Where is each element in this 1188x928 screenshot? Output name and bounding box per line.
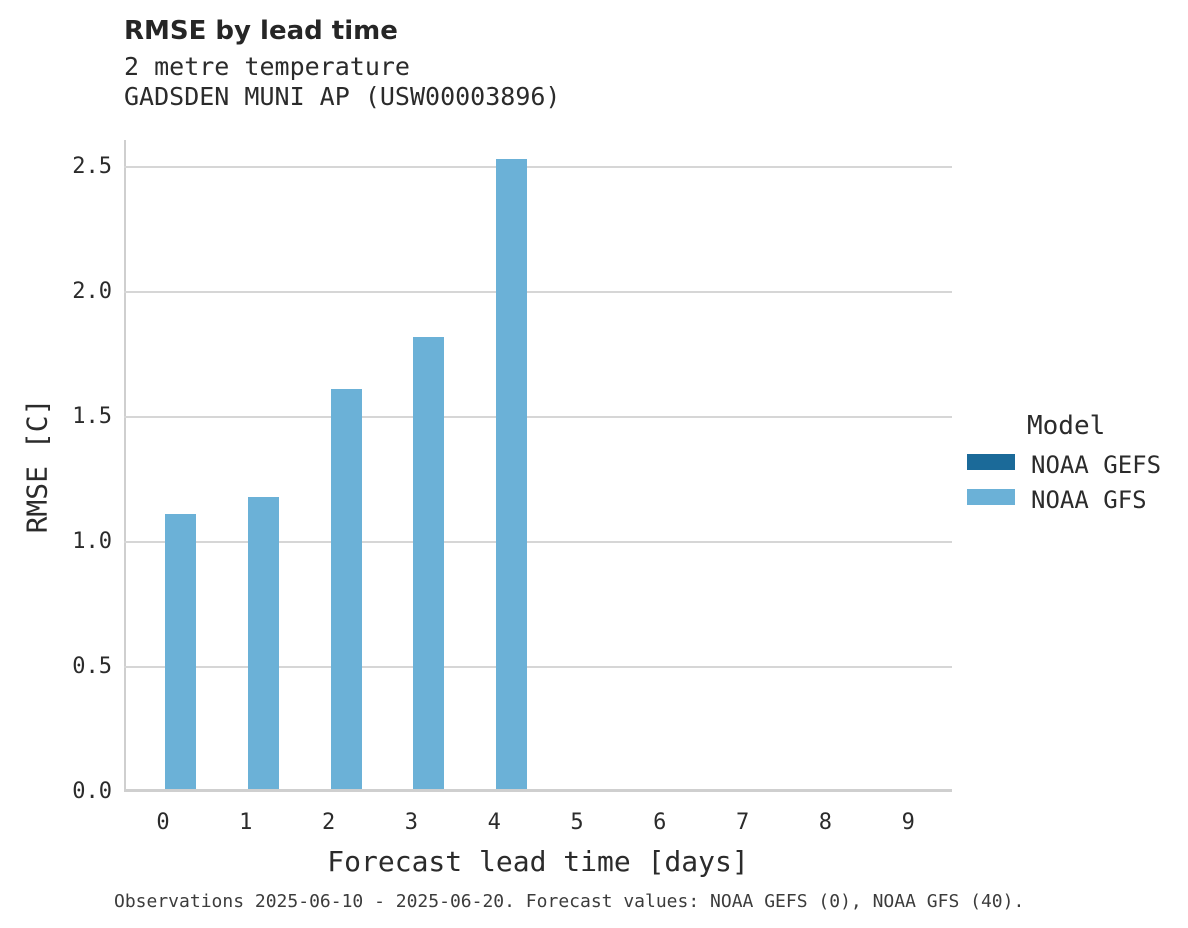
- legend-swatch-noaa-gefs: [967, 454, 1015, 470]
- chart-title: RMSE by lead time: [124, 16, 398, 46]
- bar-noaa-gfs-lead-2: [330, 389, 362, 789]
- gridline-y-1.0: [124, 541, 952, 543]
- legend-title: Model: [1027, 411, 1106, 441]
- chart-subtitle-line2: GADSDEN MUNI AP (USW00003896): [124, 82, 561, 111]
- gridline-y-2.0: [124, 291, 952, 293]
- y-tick-label-1.5: 1.5: [72, 404, 112, 429]
- y-axis-title: RMSE [C]: [20, 398, 54, 534]
- x-tick-label-9: 9: [901, 810, 915, 835]
- legend-swatch-noaa-gfs: [967, 489, 1015, 505]
- bar-noaa-gfs-lead-0: [165, 514, 196, 789]
- x-axis-line: [124, 789, 952, 792]
- legend-label-noaa-gfs: NOAA GFS: [1031, 486, 1147, 514]
- bar-noaa-gfs-lead-1: [247, 496, 279, 789]
- x-axis-title: Forecast lead time [days]: [327, 845, 749, 878]
- bar-noaa-gfs-lead-3: [413, 336, 445, 789]
- x-tick-label-0: 0: [156, 810, 170, 835]
- x-tick-label-5: 5: [570, 810, 584, 835]
- x-tick-label-2: 2: [321, 810, 336, 835]
- x-tick-label-1: 1: [239, 810, 253, 835]
- y-tick-label-2.0: 2.0: [72, 279, 112, 304]
- y-tick-label-2.5: 2.5: [72, 154, 112, 179]
- plot-area: [124, 140, 952, 792]
- y-tick-label-0.5: 0.5: [72, 654, 112, 679]
- x-tick-label-3: 3: [404, 810, 419, 835]
- bar-noaa-gfs-lead-4: [496, 159, 528, 789]
- y-tick-label-1.0: 1.0: [72, 529, 112, 554]
- x-tick-label-8: 8: [818, 810, 833, 835]
- gridline-y-1.5: [124, 416, 952, 418]
- chart-subtitle-line1: 2 metre temperature: [124, 52, 410, 81]
- x-tick-label-6: 6: [653, 810, 667, 835]
- gridline-y-0.5: [124, 666, 952, 668]
- x-tick-label-4: 4: [487, 810, 501, 835]
- y-axis-line: [124, 140, 126, 792]
- chart-footer-note: Observations 2025-06-10 - 2025-06-20. Fo…: [114, 891, 1025, 912]
- gridline-y-2.5: [124, 166, 952, 168]
- y-tick-label-0.0: 0.0: [72, 779, 112, 804]
- legend-label-noaa-gefs: NOAA GEFS: [1031, 451, 1162, 479]
- x-tick-label-7: 7: [735, 810, 750, 835]
